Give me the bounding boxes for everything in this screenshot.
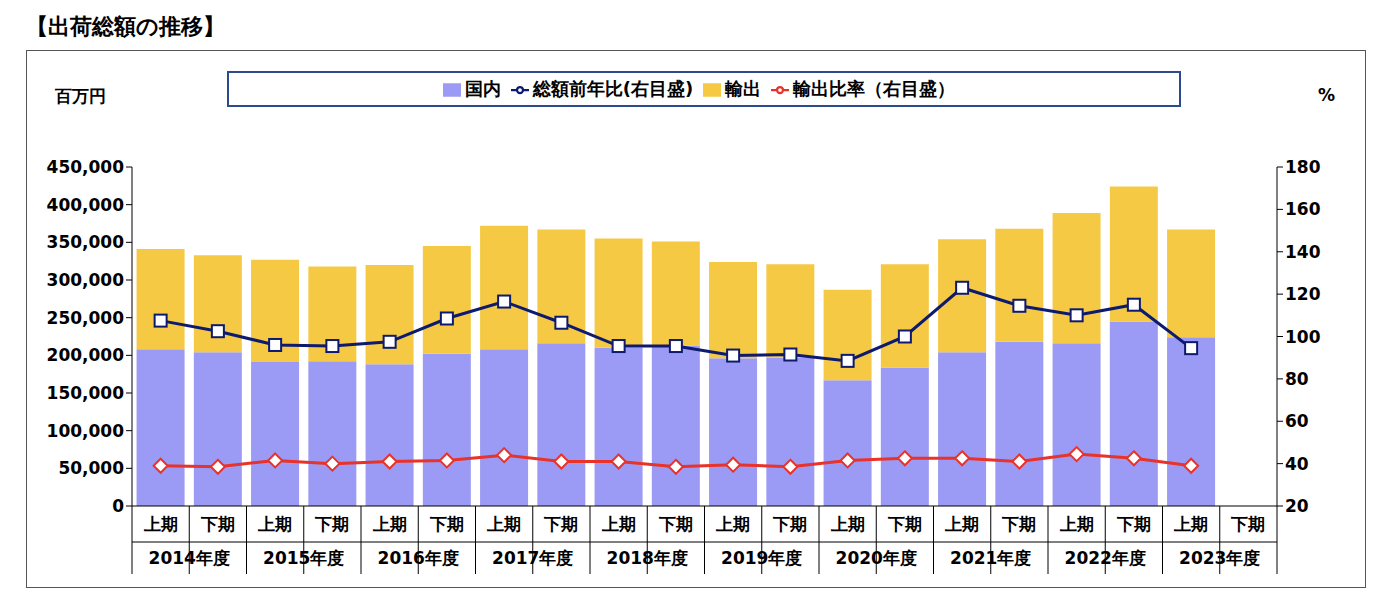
svg-text:2018年度: 2018年度	[606, 548, 688, 568]
svg-text:2021年度: 2021年度	[950, 548, 1032, 568]
svg-text:2016年度: 2016年度	[377, 548, 459, 568]
svg-text:350,000: 350,000	[47, 232, 125, 252]
svg-text:2017年度: 2017年度	[492, 548, 574, 568]
svg-text:上期: 上期	[601, 514, 636, 534]
svg-text:140: 140	[1285, 242, 1321, 262]
svg-text:0: 0	[112, 496, 124, 516]
svg-text:450,000: 450,000	[47, 157, 125, 177]
svg-text:上期: 上期	[372, 514, 407, 534]
svg-text:下期: 下期	[1116, 514, 1151, 534]
svg-text:上期: 上期	[257, 514, 292, 534]
svg-text:下期: 下期	[200, 514, 235, 534]
svg-text:上期: 上期	[486, 514, 521, 534]
html-text:総額前年比(右目盛): 総額前年比(右目盛)	[532, 78, 694, 99]
svg-text:上期: 上期	[944, 514, 979, 534]
svg-text:下期: 下期	[1230, 514, 1265, 534]
svg-text:2023年度: 2023年度	[1179, 548, 1261, 568]
svg-text:160: 160	[1285, 199, 1321, 219]
svg-text:2014年度: 2014年度	[148, 548, 230, 568]
svg-text:下期: 下期	[1001, 514, 1036, 534]
svg-text:下期: 下期	[429, 514, 464, 534]
svg-text:上期: 上期	[1059, 514, 1094, 534]
svg-text:150,000: 150,000	[47, 383, 125, 403]
svg-text:180: 180	[1285, 157, 1321, 177]
html-text:輸出: 輸出	[725, 78, 762, 99]
svg-text:下期: 下期	[543, 514, 578, 534]
svg-text:300,000: 300,000	[47, 270, 125, 290]
svg-text:下期: 下期	[887, 514, 922, 534]
svg-text:2020年度: 2020年度	[835, 548, 917, 568]
svg-text:200,000: 200,000	[47, 345, 125, 365]
svg-text:2022年度: 2022年度	[1064, 548, 1146, 568]
svg-text:上期: 上期	[143, 514, 178, 534]
svg-text:20: 20	[1285, 496, 1309, 516]
svg-text:50,000: 50,000	[58, 458, 124, 478]
svg-text:40: 40	[1285, 454, 1309, 474]
svg-text:下期: 下期	[658, 514, 693, 534]
svg-text:250,000: 250,000	[47, 308, 125, 328]
svg-text:2019年度: 2019年度	[721, 548, 803, 568]
svg-text:下期: 下期	[772, 514, 807, 534]
svg-text:120: 120	[1285, 284, 1321, 304]
html-text:輸出比率（右目盛）: 輸出比率（右目盛）	[793, 78, 956, 99]
svg-text:60: 60	[1285, 411, 1309, 431]
svg-text:80: 80	[1285, 369, 1309, 389]
svg-text:100: 100	[1285, 327, 1321, 347]
html-text:百万円: 百万円	[55, 86, 106, 106]
svg-text:上期: 上期	[830, 514, 865, 534]
svg-text:100,000: 100,000	[47, 421, 125, 441]
svg-text:上期: 上期	[715, 514, 750, 534]
html-text:国内: 国内	[464, 78, 501, 99]
svg-text:下期: 下期	[314, 514, 349, 534]
svg-text:2015年度: 2015年度	[263, 548, 345, 568]
svg-text:上期: 上期	[1173, 514, 1208, 534]
svg-text:400,000: 400,000	[47, 195, 125, 215]
html-text:【出荷総額の推移】: 【出荷総額の推移】	[26, 14, 225, 39]
